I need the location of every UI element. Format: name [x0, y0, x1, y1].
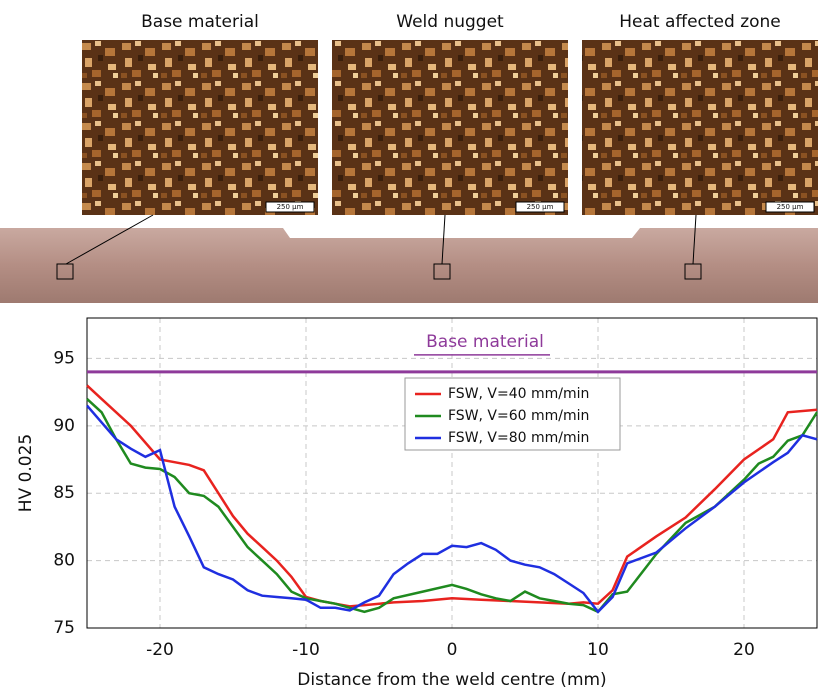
- series-line: [86, 404, 818, 614]
- legend-label: FSW, V=40 mm/min: [448, 386, 589, 402]
- sample-box: [684, 263, 702, 280]
- micrograph: [332, 40, 568, 215]
- y-tick-label: 80: [53, 551, 75, 571]
- micrographs: 250 µm 250 µm 250 µm Base material Weld …: [56, 12, 818, 280]
- scale-bar: 250 µm: [277, 203, 304, 211]
- leader-line: [65, 214, 154, 265]
- scale-bar-box: [265, 201, 315, 213]
- micrograph: [582, 40, 818, 215]
- scale-bar: 250 µm: [777, 203, 804, 211]
- reference-label: Base material: [426, 332, 544, 352]
- x-axis-label: Distance from the weld centre (mm): [297, 670, 606, 690]
- sample-box: [433, 263, 451, 280]
- sample-box: [56, 263, 74, 280]
- legend-label: FSW, V=60 mm/min: [448, 408, 589, 424]
- scale-bar-box: [515, 201, 565, 213]
- panel-title: Base material: [141, 12, 259, 32]
- legend-label: FSW, V=80 mm/min: [448, 430, 589, 446]
- x-tick-label: -20: [146, 640, 174, 660]
- x-tick-label: 0: [447, 640, 458, 660]
- x-tick-label: 10: [587, 640, 609, 660]
- y-tick-label: 95: [53, 348, 75, 368]
- panel-title: Heat affected zone: [619, 12, 781, 32]
- x-tick-label: 20: [733, 640, 755, 660]
- series-line: [86, 384, 818, 608]
- y-tick-label: 85: [53, 483, 75, 503]
- y-tick-label: 75: [53, 618, 75, 638]
- micrograph: [82, 40, 318, 215]
- y-axis-label: HV 0.025: [16, 434, 36, 512]
- plot-frame: [86, 317, 818, 629]
- scale-bar-box: [765, 201, 815, 213]
- panel-title: Weld nugget: [396, 12, 504, 32]
- series-line: [86, 397, 818, 614]
- leader-line: [441, 214, 446, 265]
- y-tick-label: 90: [53, 416, 75, 436]
- weld-strip: [0, 228, 818, 303]
- x-tick-label: -10: [292, 640, 320, 660]
- plot: 75 80 85 90 95 -20 -10 0 10 20 Distance from the w…: [16, 317, 818, 690]
- leader-line: [692, 214, 697, 265]
- scale-bar: 250 µm: [527, 203, 554, 211]
